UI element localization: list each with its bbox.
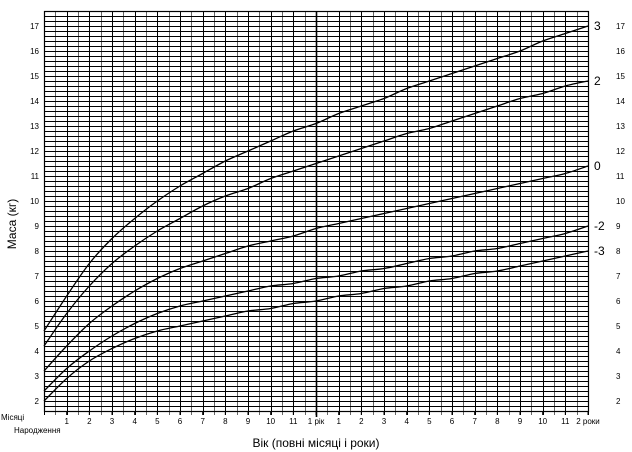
x-tick-label: 8: [495, 417, 500, 426]
y-tick-label-left: 7: [35, 272, 40, 281]
y-tick-label-left: 3: [35, 372, 40, 381]
y-tick-label-right: 12: [616, 147, 625, 156]
x-tick-label: 2: [87, 417, 92, 426]
y-tick-label-right: 10: [616, 197, 625, 206]
y-tick-label-left: 12: [30, 147, 39, 156]
y-tick-label-right: 8: [616, 247, 621, 256]
x-tick-label: 11: [289, 417, 298, 426]
x-tick-label: 3: [110, 417, 115, 426]
y-tick-label-right: 17: [616, 22, 625, 31]
curve-label-z-3: 3: [594, 19, 601, 33]
x-tick-label: 6: [450, 417, 455, 426]
y-tick-label-left: 6: [35, 297, 40, 306]
y-tick-label-left: 15: [30, 72, 39, 81]
y-tick-label-right: 2: [616, 397, 621, 406]
x-tick-labels: 1 2 3 4 5 6 7 8 9 10 11 1 рік 1 2 3 4 5 6 7 8 9 10 11 2 роки: [64, 411, 600, 426]
y-tick-label-left: 4: [35, 347, 40, 356]
x-tick-label: 2: [359, 417, 364, 426]
y-tick-label-right: 3: [616, 372, 621, 381]
x-tick-label: 2 роки: [576, 417, 600, 426]
y-tick-label-left: 11: [31, 172, 40, 181]
x-tick-label: 4: [132, 417, 137, 426]
x-axis-title: Вік (повні місяці і роки): [252, 436, 379, 450]
x-tick-label: 9: [246, 417, 251, 426]
x-tick-label: 4: [404, 417, 409, 426]
curve-label-z-0: 0: [594, 159, 601, 173]
x-tick-label: 7: [200, 417, 205, 426]
x-tick-label: 10: [538, 417, 547, 426]
y-tick-label-left: 5: [35, 322, 40, 331]
y-tick-label-right: 16: [616, 47, 625, 56]
y-tick-label-left: 14: [30, 97, 39, 106]
x-unit-label: Місяці: [1, 413, 24, 422]
curve-label-z--2: -2: [594, 219, 605, 233]
x-birth-label: Народження: [14, 426, 61, 435]
y-tick-label-right: 14: [616, 97, 625, 106]
y-tick-label-left: 8: [35, 247, 40, 256]
y-tick-label-right: 13: [616, 122, 625, 131]
curve-labels: 3 2 0 -2 -3: [594, 19, 605, 258]
x-tick-label: 6: [178, 417, 183, 426]
y-tick-label-right: 4: [616, 347, 621, 356]
x-tick-label: 1: [64, 417, 69, 426]
y-tick-label-left: 13: [30, 122, 39, 131]
y-tick-label-right: 7: [616, 272, 621, 281]
curve-label-z--3: -3: [594, 244, 605, 258]
y-tick-label-left: 16: [30, 47, 39, 56]
x-tick-label: 5: [427, 417, 432, 426]
x-tick-label: 3: [382, 417, 387, 426]
y-tick-label-right: 11: [616, 172, 625, 181]
y-tick-label-right: 9: [616, 222, 621, 231]
x-tick-label: 10: [266, 417, 275, 426]
y-tick-label-right: 5: [616, 322, 621, 331]
y-tick-labels-left: 2 3 4 5 6 7 8 9 10 11 12 13 14 15 16 17: [30, 22, 39, 406]
y-tick-label-right: 15: [616, 72, 625, 81]
x-tick-label: 9: [518, 417, 523, 426]
x-tick-label: 1 рік: [308, 417, 325, 426]
curve-label-z-2: 2: [594, 74, 601, 88]
y-tick-label-right: 6: [616, 297, 621, 306]
y-tick-label-left: 17: [30, 22, 39, 31]
x-tick-label: 1: [336, 417, 341, 426]
y-tick-labels-right: 2 3 4 5 6 7 8 9 10 11 12 13 14 15 16 17: [616, 22, 625, 406]
y-tick-label-left: 10: [30, 197, 39, 206]
y-tick-label-left: 9: [35, 222, 40, 231]
x-tick-label: 7: [472, 417, 477, 426]
y-tick-label-left: 2: [35, 397, 40, 406]
y-axis-title: Маса (кг): [5, 199, 19, 249]
x-tick-label: 8: [223, 417, 228, 426]
x-tick-label: 5: [155, 417, 160, 426]
x-tick-label: 11: [561, 417, 570, 426]
